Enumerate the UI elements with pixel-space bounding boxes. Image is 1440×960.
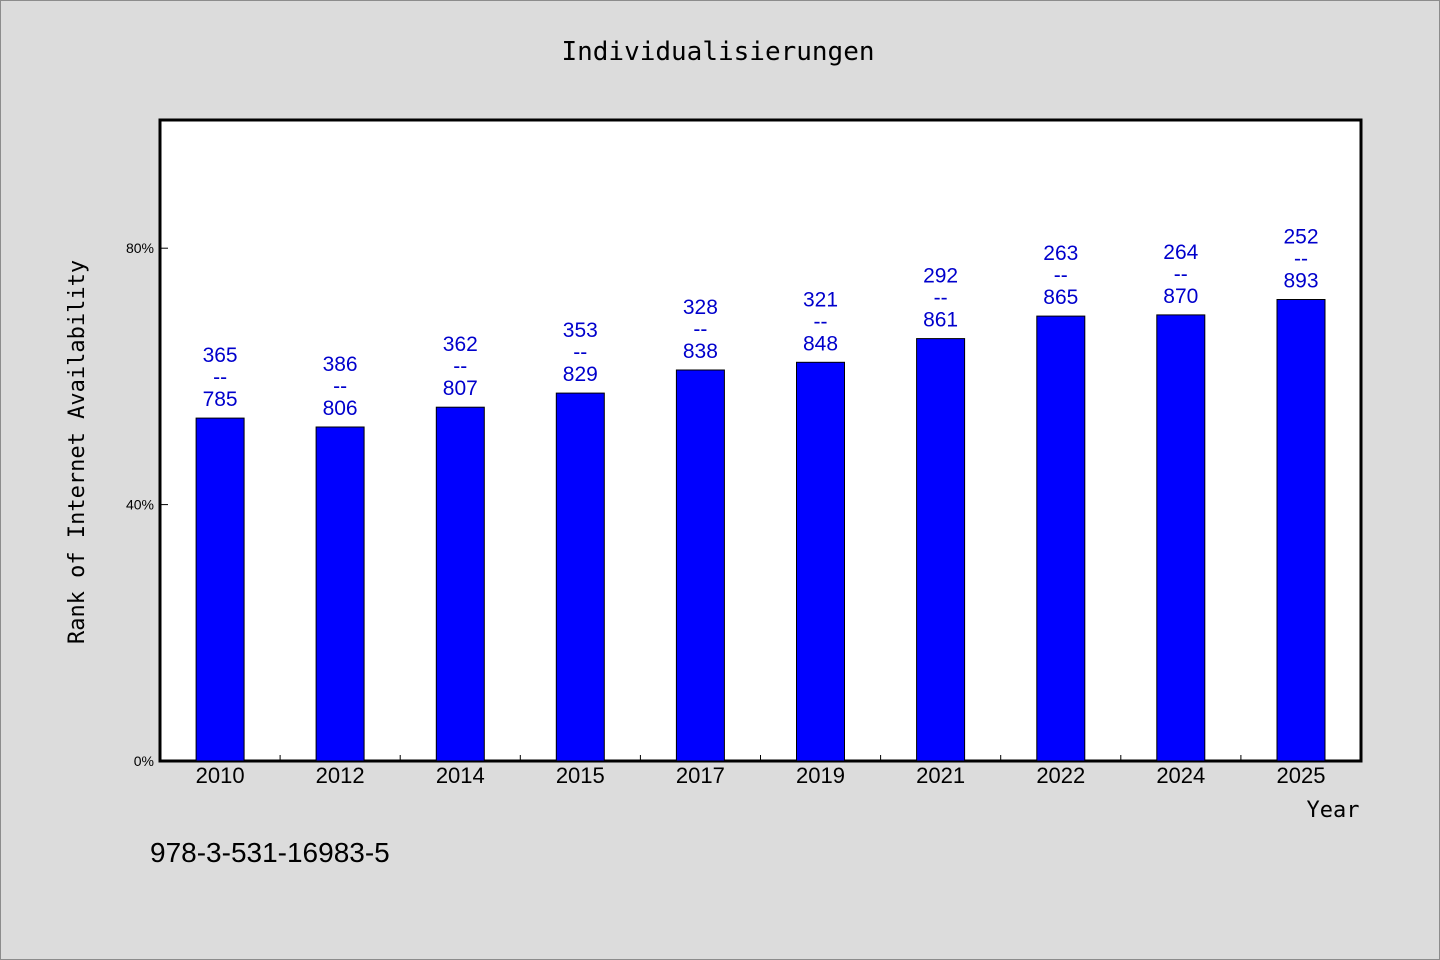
x-tick-label-2012: 2012 <box>316 763 365 788</box>
bar-2012 <box>315 426 365 762</box>
x-tick-label-2014: 2014 <box>436 763 485 788</box>
data-label-2021-2: 861 <box>923 309 958 332</box>
data-label-2021-1: -- <box>934 287 948 310</box>
x-tick-label-2015: 2015 <box>556 763 605 788</box>
bar-2019 <box>796 361 845 762</box>
data-label-2015-0: 353 <box>563 319 598 342</box>
y-tick-label: 80% <box>126 240 154 256</box>
x-axis-label: Year <box>1307 798 1360 823</box>
data-label-2015-2: 829 <box>563 363 598 386</box>
bar-2022 <box>1036 315 1086 762</box>
data-label-2021-0: 292 <box>923 265 958 288</box>
data-label-2025-0: 252 <box>1283 226 1318 249</box>
bars-group <box>195 299 1326 762</box>
data-label-2024-2: 870 <box>1163 285 1198 308</box>
data-label-2022-0: 263 <box>1043 242 1078 265</box>
data-label-2012-0: 386 <box>323 353 358 376</box>
x-tick-label-2024: 2024 <box>1156 763 1205 788</box>
data-label-2012-2: 806 <box>323 397 358 420</box>
data-label-2017-1: -- <box>693 318 707 341</box>
data-label-2024-1: -- <box>1174 263 1188 286</box>
x-tick-label-2019: 2019 <box>796 763 845 788</box>
bar-2010 <box>195 417 245 762</box>
data-label-2019-0: 321 <box>803 288 838 311</box>
data-label-2019-2: 848 <box>803 332 838 355</box>
y-tick-label: 0% <box>134 753 154 769</box>
data-label-2019-1: -- <box>814 310 828 333</box>
x-tick-label-2017: 2017 <box>676 763 725 788</box>
bar-2021 <box>916 338 966 762</box>
isbn-footer: 978-3-531-16983-5 <box>150 837 390 868</box>
chart-title: Individualisierungen <box>561 37 874 67</box>
bar-2017 <box>675 369 725 762</box>
x-axis-ticks: 2010 2012 2014 2015 2017 2019 2021 2022 2024 2025 <box>196 755 1326 788</box>
data-label-2014-0: 362 <box>443 333 478 356</box>
data-label-2010-0: 365 <box>203 344 238 367</box>
data-label-2010-1: -- <box>213 366 227 389</box>
data-label-2017-2: 838 <box>683 340 718 363</box>
data-label-2017-0: 328 <box>683 296 718 319</box>
data-label-2025-1: -- <box>1294 248 1308 271</box>
data-label-2024-0: 264 <box>1163 241 1198 264</box>
data-label-2022-2: 865 <box>1043 286 1078 309</box>
bar-2015 <box>555 392 605 762</box>
data-label-2015-1: -- <box>573 341 587 364</box>
y-tick-label: 40% <box>126 497 154 513</box>
data-label-2025-2: 893 <box>1283 270 1318 293</box>
bar-2025 <box>1276 299 1326 762</box>
y-axis-label: Rank of Internet Availability <box>65 260 90 644</box>
data-label-2010-2: 785 <box>203 388 238 411</box>
data-label-2022-1: -- <box>1054 264 1068 287</box>
x-tick-label-2021: 2021 <box>916 763 965 788</box>
bar-2014 <box>435 406 485 762</box>
data-label-2014-2: 807 <box>443 377 478 400</box>
data-labels-group: 365--785386--806362--807353--829328--838… <box>203 226 1319 421</box>
x-tick-label-2010: 2010 <box>196 763 245 788</box>
data-label-2012-1: -- <box>333 375 347 398</box>
x-tick-label-2025: 2025 <box>1277 763 1326 788</box>
bar-2024 <box>1156 314 1206 762</box>
x-tick-label-2022: 2022 <box>1036 763 1085 788</box>
y-axis-ticks: 0% 40% 80% <box>126 240 168 769</box>
data-label-2014-1: -- <box>453 355 467 378</box>
